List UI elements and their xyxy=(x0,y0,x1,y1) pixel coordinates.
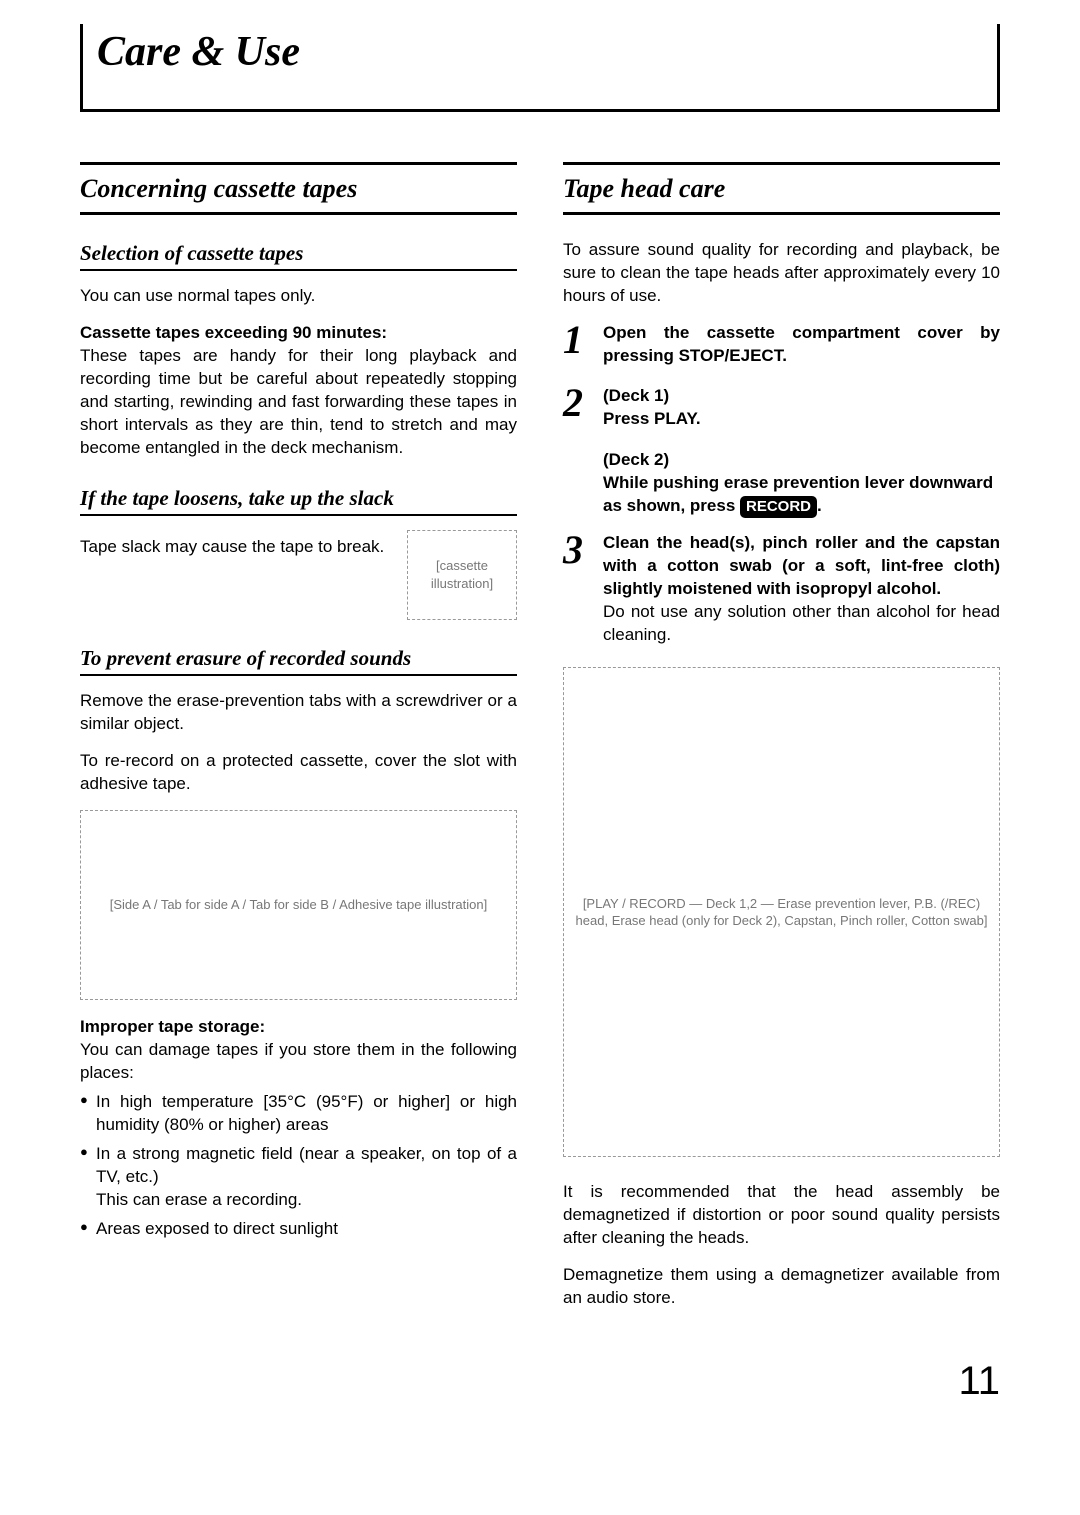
step-2: 2 (Deck 1) Press PLAY. xyxy=(563,385,1000,431)
bold-90min: Cassette tapes exceeding 90 minutes: xyxy=(80,323,387,342)
step-2-body: (Deck 1) Press PLAY. xyxy=(603,385,701,431)
figure-cassette-icon: [cassette illustration] xyxy=(407,530,517,620)
text-storage: You can damage tapes if you store them i… xyxy=(80,1040,517,1082)
step-3-num: 3 xyxy=(563,532,593,647)
bullet-temp: In high temperature [35°C (95°F) or high… xyxy=(80,1091,517,1137)
para-remove-tabs: Remove the erase-prevention tabs with a … xyxy=(80,690,517,736)
para-normal-tapes: You can use normal tapes only. xyxy=(80,285,517,308)
left-column: Concerning cassette tapes Selection of c… xyxy=(80,162,517,1324)
storage-bullets: In high temperature [35°C (95°F) or high… xyxy=(80,1091,517,1241)
para-demag1: It is recommended that the head assembly… xyxy=(563,1181,1000,1250)
step-2-num: 2 xyxy=(563,385,593,431)
page-title: Care & Use xyxy=(97,24,997,81)
section-concerning-tapes: Concerning cassette tapes xyxy=(80,162,517,215)
step-3: 3 Clean the head(s), pinch roller and th… xyxy=(563,532,1000,647)
step-3-text-a: Clean the head(s), pinch roller and the … xyxy=(603,533,1000,598)
step-1-text: Open the cassette compartment cover by p… xyxy=(603,322,1000,368)
record-badge: RECORD xyxy=(740,496,817,518)
sub-prevent-erase: To prevent erasure of recorded sounds xyxy=(80,644,517,676)
content-columns: Concerning cassette tapes Selection of c… xyxy=(80,162,1000,1324)
bullet-magnetic-a: In a strong magnetic field (near a speak… xyxy=(96,1144,517,1186)
deck1-label: (Deck 1) xyxy=(603,386,669,405)
para-intro: To assure sound quality for recording an… xyxy=(563,239,1000,308)
page-number: 11 xyxy=(80,1354,1000,1408)
deck2-block: (Deck 2) While pushing erase prevention … xyxy=(603,449,1000,518)
para-90min: Cassette tapes exceeding 90 minutes: The… xyxy=(80,322,517,460)
page-title-box: Care & Use xyxy=(80,24,1000,112)
deck2-text-b: . xyxy=(817,496,822,515)
deck1-text: Press PLAY. xyxy=(603,409,701,428)
bold-storage: Improper tape storage: xyxy=(80,1017,265,1036)
step-3-text-b: Do not use any solution other than alcoh… xyxy=(603,602,1000,644)
sub-loosens: If the tape loosens, take up the slack xyxy=(80,484,517,516)
step-1: 1 Open the cassette compartment cover by… xyxy=(563,322,1000,368)
para-storage-head: Improper tape storage: You can damage ta… xyxy=(80,1016,517,1085)
figure-tabs: [Side A / Tab for side A / Tab for side … xyxy=(80,810,517,1000)
para-rerecord: To re-record on a protected cassette, co… xyxy=(80,750,517,796)
bullet-magnetic-b: This can erase a recording. xyxy=(96,1190,302,1209)
figure-deck: [PLAY / RECORD — Deck 1,2 — Erase preven… xyxy=(563,667,1000,1157)
section-head-care: Tape head care xyxy=(563,162,1000,215)
deck2-label: (Deck 2) xyxy=(603,450,669,469)
sub-selection: Selection of cassette tapes xyxy=(80,239,517,271)
text-90min: These tapes are handy for their long pla… xyxy=(80,346,517,457)
bullet-magnetic: In a strong magnetic field (near a speak… xyxy=(80,1143,517,1212)
para-demag2: Demagnetize them using a demagnetizer av… xyxy=(563,1264,1000,1310)
right-column: Tape head care To assure sound quality f… xyxy=(563,162,1000,1324)
step-3-body: Clean the head(s), pinch roller and the … xyxy=(603,532,1000,647)
step-1-num: 1 xyxy=(563,322,593,368)
bullet-sunlight: Areas exposed to direct sunlight xyxy=(80,1218,517,1241)
